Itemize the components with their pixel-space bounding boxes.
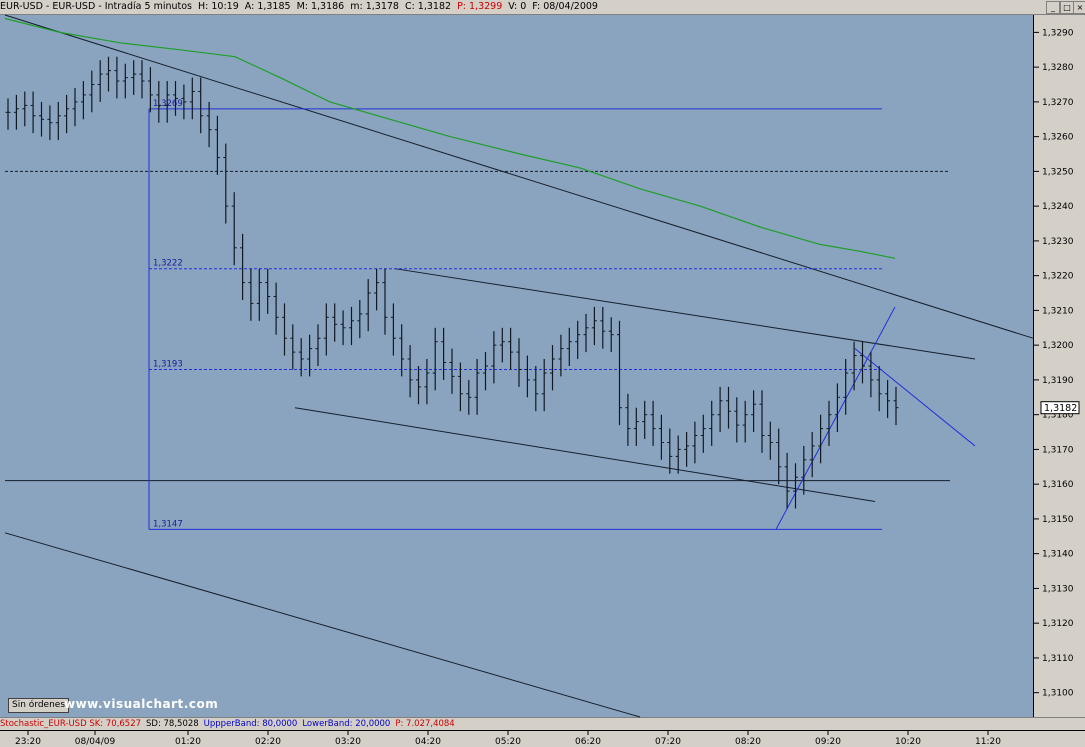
minimize-icon[interactable]: _: [1046, 1, 1060, 14]
header-item-3: M: 1,3186: [296, 1, 345, 12]
close-icon[interactable]: ×: [1073, 1, 1085, 14]
price-plot-area[interactable]: [0, 15, 1033, 717]
indicator-status-bar: Stochastic_EUR-USD SK: 70,6527 SD: 78,502…: [0, 717, 1085, 730]
header-item-7: V: 0: [508, 1, 527, 12]
watermark-text: www.visualchart.com: [64, 697, 219, 711]
time-axis[interactable]: [0, 730, 1085, 747]
header-item-1: H: 10:19: [198, 1, 239, 12]
chart-header-bar: EUR-USD - EUR-USD - Intradía 5 minutos H:…: [0, 0, 1085, 15]
header-item-8: F: 08/04/2009: [532, 1, 598, 12]
status-item-4: P: 7.027,4084: [395, 719, 455, 729]
orders-button[interactable]: Sin órdenes: [8, 698, 70, 713]
price-axis[interactable]: [1033, 15, 1085, 717]
maximize-icon[interactable]: □: [1060, 1, 1074, 14]
status-item-3: LowerBand: 20,0000: [302, 719, 391, 729]
header-item-0: EUR-USD - EUR-USD - Intradía 5 minutos: [0, 1, 193, 12]
status-item-0: Stochastic_EUR-USD SK: 70,6527: [0, 719, 142, 729]
header-item-2: A: 1,3185: [244, 1, 291, 12]
header-item-4: m: 1,3178: [350, 1, 399, 12]
status-item-1: SD: 78,5028: [146, 719, 199, 729]
header-item-5: C: 1,3182: [404, 1, 452, 12]
header-item-6: P: 1,3299: [457, 1, 503, 12]
status-item-2: UppperBand: 80,0000: [203, 719, 298, 729]
